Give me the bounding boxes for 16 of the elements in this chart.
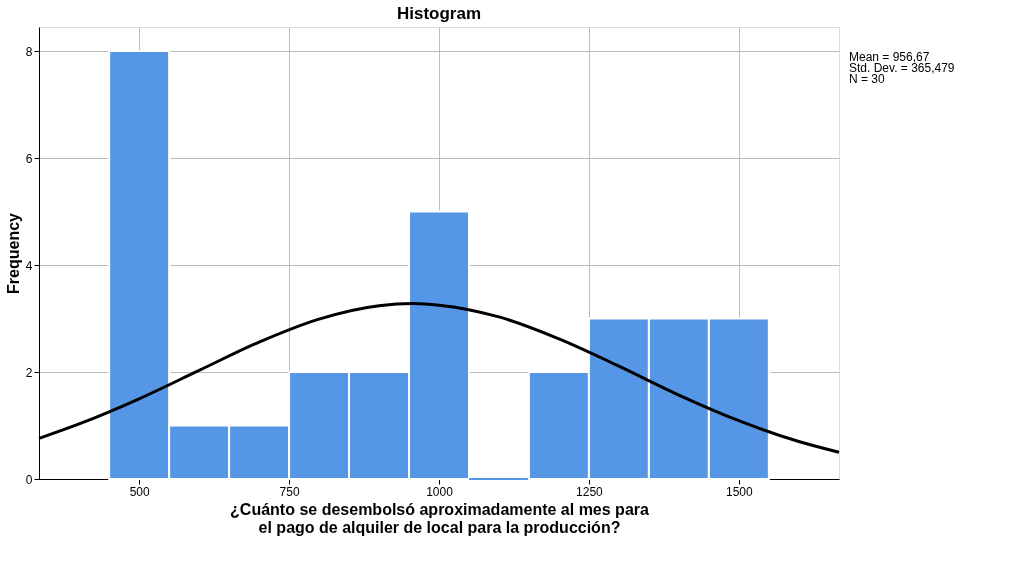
y-tick-label: 2 [25, 365, 33, 380]
x-tick-label: 750 [279, 484, 300, 499]
x-axis-title: ¿Cuánto se desembolsó aproximadamente al mes para el pago de alquiler de local para la producción? [230, 500, 649, 536]
text: Std. Dev. = 365,479 [849, 61, 955, 75]
text: Mean = 956,67 [849, 50, 930, 64]
y-tick-label: 6 [25, 151, 33, 166]
chart-title: Histogram [396, 4, 482, 23]
y-axis-title: Frequency [4, 212, 22, 294]
y-tick-label: 0 [25, 472, 33, 487]
x-tick-label: 500 [129, 484, 150, 499]
text: N = 30 [849, 72, 886, 86]
x-tick-label: 1000 [426, 484, 454, 499]
y-tick-label: 4 [25, 258, 33, 273]
x-tick-label: 1500 [726, 484, 754, 499]
y-tick-label: 8 [25, 44, 33, 59]
x-tick-label: 1250 [576, 484, 604, 499]
